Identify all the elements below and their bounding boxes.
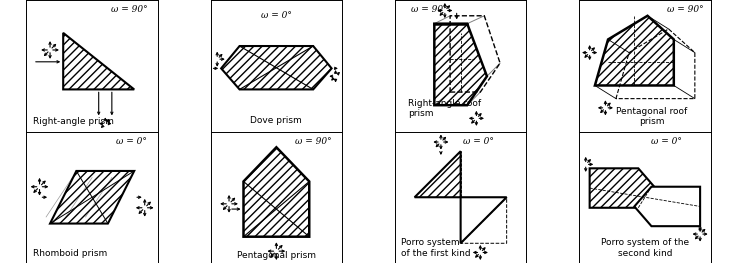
Text: ω = 0°: ω = 0° <box>463 137 494 146</box>
Text: Right-angle prism: Right-angle prism <box>33 117 113 126</box>
Polygon shape <box>434 24 487 105</box>
Text: ω = 90°: ω = 90° <box>295 137 332 146</box>
Polygon shape <box>50 171 134 224</box>
Text: Pentagonal prism: Pentagonal prism <box>237 251 316 260</box>
Text: Porro system
of the first kind: Porro system of the first kind <box>402 238 471 258</box>
Text: Right-angle roof
prism: Right-angle roof prism <box>408 99 481 118</box>
Text: ω = 90°: ω = 90° <box>111 5 147 14</box>
Text: ω = 0°: ω = 0° <box>116 137 147 146</box>
Polygon shape <box>415 151 461 197</box>
Text: ω = 90°: ω = 90° <box>411 5 447 14</box>
Text: ω = 0°: ω = 0° <box>261 11 292 19</box>
Polygon shape <box>635 187 700 226</box>
Polygon shape <box>63 33 134 89</box>
Polygon shape <box>595 16 674 85</box>
Polygon shape <box>221 46 332 89</box>
Polygon shape <box>590 168 655 208</box>
Text: Dove prism: Dove prism <box>251 116 302 125</box>
Text: Pentagonal roof
prism: Pentagonal roof prism <box>616 107 687 126</box>
Text: Rhomboid prism: Rhomboid prism <box>33 249 107 258</box>
Text: ω = 0°: ω = 0° <box>652 137 682 146</box>
Polygon shape <box>243 147 310 237</box>
Polygon shape <box>461 197 506 243</box>
Text: ω = 90°: ω = 90° <box>668 5 704 14</box>
Text: Porro system of the
second kind: Porro system of the second kind <box>601 238 689 258</box>
